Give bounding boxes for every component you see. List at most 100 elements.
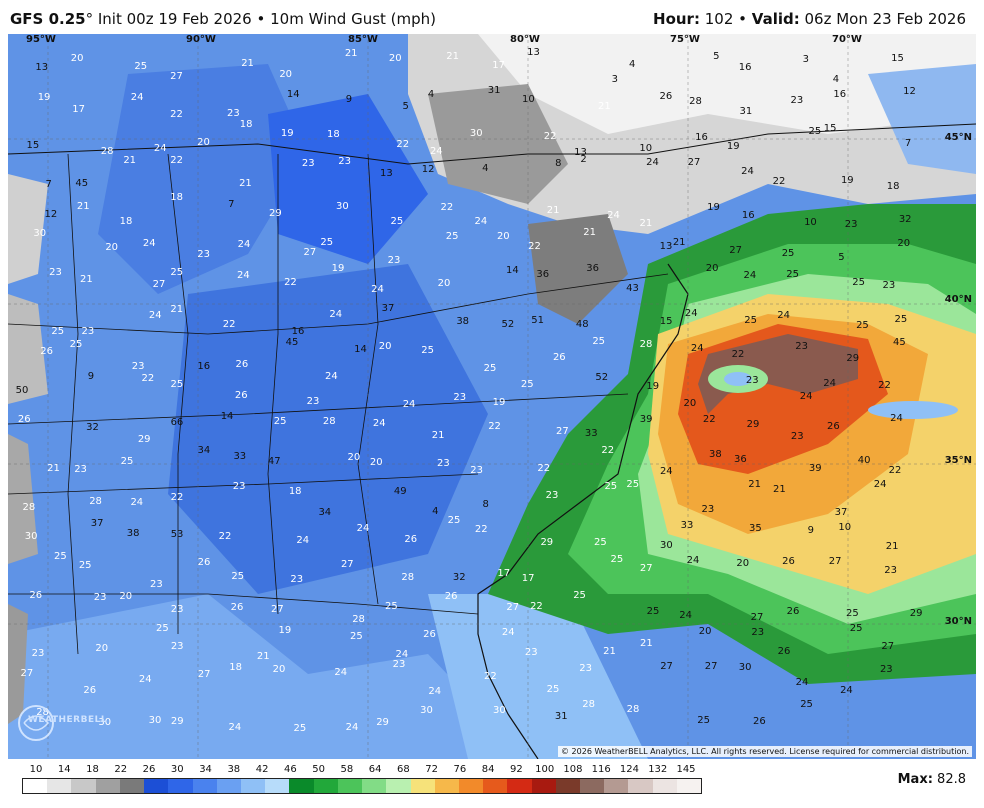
- gust-value: 17: [521, 573, 535, 585]
- gust-value: 38: [456, 316, 470, 328]
- colorbar-swatch: [168, 779, 193, 793]
- gust-value: 32: [898, 214, 912, 226]
- gust-value: 24: [659, 465, 673, 477]
- gust-value: 23: [795, 340, 809, 352]
- max-label: Max:: [897, 772, 933, 787]
- gust-value: 25: [170, 267, 184, 279]
- gust-value: 27: [197, 669, 211, 681]
- colorbar-tick: 76: [453, 764, 467, 775]
- gust-value: 14: [354, 344, 367, 356]
- gust-value: 24: [679, 609, 692, 621]
- gust-value: 66: [170, 416, 184, 428]
- gust-value: 18: [886, 180, 900, 192]
- wind-gust-map[interactable]: 95°W 90°W 85°W 80°W 75°W 70°W 45°N 40°N …: [8, 34, 976, 759]
- gust-value: 20: [897, 237, 911, 249]
- gust-value: 21: [239, 178, 252, 190]
- state-line-h: [67, 153, 79, 655]
- gust-value: 25: [520, 379, 534, 391]
- gust-value: 22: [878, 379, 891, 391]
- gust-value: 28: [89, 495, 102, 507]
- field-grey-west-3: [8, 434, 38, 564]
- gust-value: 25: [592, 335, 606, 347]
- gust-value: 21: [748, 478, 761, 490]
- gust-value: 45: [285, 336, 299, 348]
- field-blue-a: [98, 64, 308, 294]
- colorbar: [22, 778, 702, 794]
- gust-value: 2: [580, 154, 587, 166]
- colorbar-tick: 38: [227, 764, 241, 775]
- meridian-lines: [47, 34, 849, 759]
- gust-value: 19: [840, 175, 854, 187]
- colorbar-tick: 72: [425, 764, 439, 775]
- gust-value: 27: [556, 425, 569, 437]
- gust-value: 25: [894, 313, 908, 325]
- gust-value: 10: [521, 93, 535, 105]
- gust-value: 19: [646, 381, 660, 393]
- colorbar-swatch: [265, 779, 290, 793]
- lat-label-40: 40°N: [944, 294, 972, 305]
- gust-value: 25: [78, 559, 92, 571]
- gust-value: 17: [497, 567, 511, 579]
- gust-value: 20: [70, 53, 84, 65]
- logo-swirl-icon: [18, 705, 54, 741]
- gust-value: 29: [540, 536, 554, 548]
- gust-value: 49: [393, 485, 407, 497]
- lat-label-30: 30°N: [944, 616, 972, 627]
- gust-value: 21: [79, 274, 93, 286]
- gust-value: 23: [306, 395, 320, 407]
- gust-value: 24: [428, 686, 442, 698]
- gust-value: 23: [170, 603, 184, 615]
- gust-value: 13: [659, 241, 673, 253]
- field-blue-e: [428, 594, 648, 759]
- gust-value: 26: [234, 389, 248, 401]
- gust-value: 25: [610, 554, 624, 566]
- gust-value: 23: [338, 155, 351, 167]
- gust-value: 20: [736, 557, 750, 569]
- gust-value: 23: [790, 431, 804, 443]
- gust-value: 29: [846, 353, 860, 365]
- gust-value: 23: [81, 325, 95, 337]
- colorbar-tick: 64: [368, 764, 382, 775]
- gust-value: 21: [123, 155, 137, 167]
- gust-value: 7: [228, 198, 235, 210]
- gust-value: 18: [229, 662, 242, 674]
- colorbar-tick: 46: [283, 764, 297, 775]
- gust-value: 24: [777, 309, 791, 321]
- gust-value: 28: [582, 699, 596, 711]
- gust-value: 24: [334, 666, 348, 678]
- gust-value: 30: [24, 530, 38, 542]
- gust-value: 22: [141, 373, 155, 385]
- gust-value: 18: [170, 192, 184, 204]
- colorbar-swatch: [119, 779, 145, 793]
- gust-value: 4: [432, 505, 439, 517]
- hour-label: Hour:: [653, 10, 700, 28]
- gust-value: 12: [903, 85, 916, 97]
- copyright-notice: © 2026 WeatherBELL Analytics, LLC. All r…: [558, 746, 972, 757]
- gust-value: 20: [119, 591, 133, 603]
- gust-value: 24: [501, 626, 515, 638]
- gust-value: 25: [120, 455, 134, 467]
- gust-value: 27: [639, 563, 653, 575]
- gust-value: 24: [153, 142, 167, 154]
- gust-value: 23: [392, 658, 406, 670]
- gust-value: 25: [856, 319, 869, 331]
- colorbar-swatch: [23, 779, 48, 793]
- colorbar-swatch: [240, 779, 266, 793]
- colorbar-swatch: [216, 779, 241, 793]
- gust-value: 20: [279, 68, 293, 80]
- model-name: GFS 0.25: [10, 10, 86, 28]
- header-right: Hour: 102 • Valid: 06z Mon 23 Feb 2026: [653, 10, 966, 28]
- gust-value: 25: [170, 379, 184, 391]
- gust-value: 4: [482, 162, 489, 174]
- gust-value: 50: [15, 384, 29, 396]
- state-line-d: [8, 593, 479, 615]
- gust-value: 23: [301, 158, 315, 170]
- gust-value: 24: [799, 390, 813, 402]
- state-line-b: [8, 393, 629, 425]
- gust-value: 26: [659, 91, 673, 103]
- gust-value: 33: [233, 450, 247, 462]
- gust-value: 7: [45, 179, 52, 191]
- gust-value: 21: [639, 638, 653, 650]
- gust-value: 23: [290, 574, 304, 586]
- gust-value: 26: [423, 628, 436, 640]
